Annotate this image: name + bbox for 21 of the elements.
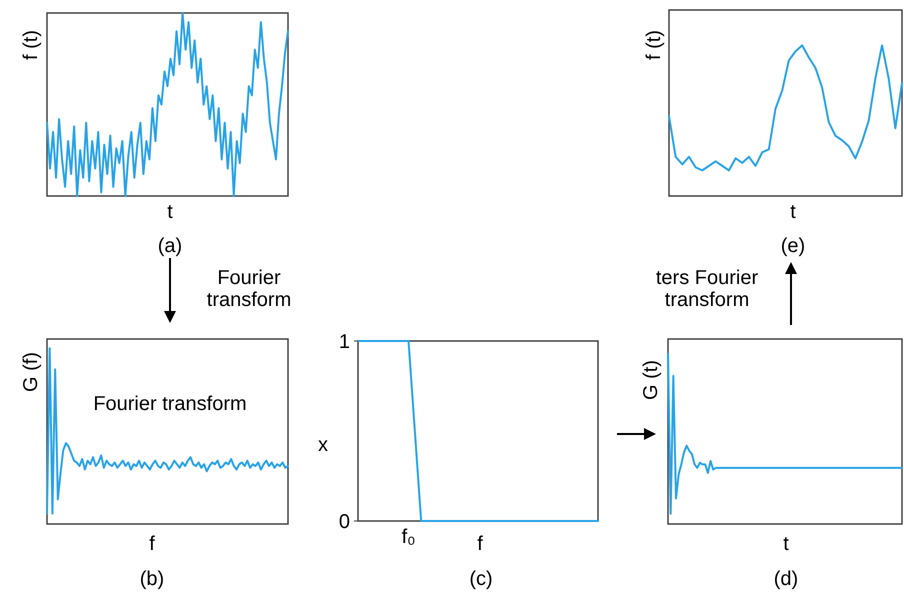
x-axis-title: f bbox=[149, 533, 156, 555]
text: ters Fourier transform bbox=[656, 267, 758, 311]
annotation: Fourier transform bbox=[93, 393, 247, 415]
text: (b) bbox=[140, 568, 164, 590]
y-axis-title: G (f) bbox=[20, 352, 42, 392]
x-axis-title: f bbox=[477, 533, 484, 555]
text: (d) bbox=[774, 568, 798, 590]
y-tick-label: 0 bbox=[338, 511, 350, 533]
y-axis-title: f (t) bbox=[643, 30, 665, 60]
x-axis-title: t bbox=[167, 201, 174, 223]
x-axis-title: t bbox=[790, 201, 796, 223]
y-axis-title: x bbox=[318, 434, 328, 456]
text: (c) bbox=[469, 568, 493, 590]
y-tick-label: 1 bbox=[338, 331, 350, 353]
text: Fourier transform bbox=[206, 267, 292, 311]
x-axis-title: t bbox=[783, 533, 790, 555]
text: (a) bbox=[158, 235, 182, 257]
text: (e) bbox=[780, 235, 806, 257]
y-axis-title: G (t) bbox=[640, 360, 662, 400]
y-axis-title: f (t) bbox=[20, 30, 42, 60]
x-tick-label: f₀ bbox=[402, 526, 416, 548]
